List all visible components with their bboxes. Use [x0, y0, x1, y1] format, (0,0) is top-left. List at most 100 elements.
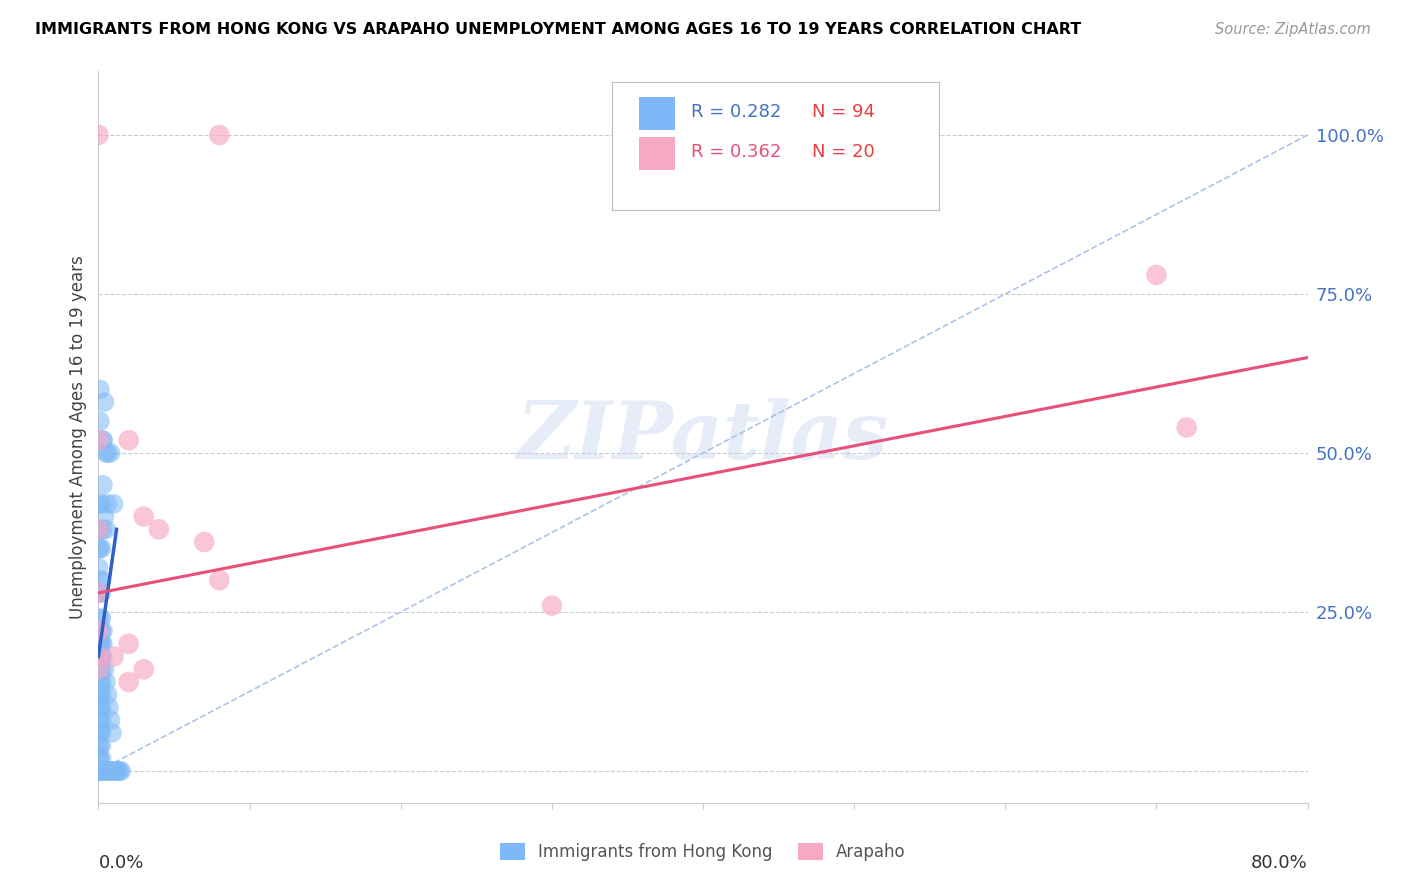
Text: ZIPatlas: ZIPatlas — [517, 399, 889, 475]
Point — [87, 764, 110, 778]
Point — [100, 446, 122, 460]
Text: 80.0%: 80.0% — [1251, 854, 1308, 872]
Point — [1175, 420, 1198, 434]
Point — [90, 764, 112, 778]
Point — [103, 649, 125, 664]
Point — [89, 611, 111, 625]
Point — [103, 764, 125, 778]
Point — [193, 535, 215, 549]
Point — [94, 446, 117, 460]
Text: IMMIGRANTS FROM HONG KONG VS ARAPAHO UNEMPLOYMENT AMONG AGES 16 TO 19 YEARS CORR: IMMIGRANTS FROM HONG KONG VS ARAPAHO UNE… — [35, 22, 1081, 37]
Point — [87, 637, 110, 651]
Point — [87, 764, 110, 778]
Point — [91, 624, 114, 638]
Point — [91, 649, 114, 664]
Point — [104, 764, 127, 778]
Point — [101, 764, 124, 778]
Y-axis label: Unemployment Among Ages 16 to 19 years: Unemployment Among Ages 16 to 19 years — [69, 255, 87, 619]
Point — [87, 434, 110, 448]
Point — [89, 541, 111, 556]
Point — [89, 700, 111, 714]
Point — [87, 586, 110, 600]
Point — [87, 764, 110, 778]
Point — [96, 446, 118, 460]
Point — [87, 541, 110, 556]
Point — [87, 662, 110, 676]
Point — [89, 624, 111, 638]
Bar — [638, 97, 675, 130]
Point — [87, 675, 110, 690]
Point — [90, 688, 112, 702]
Text: Source: ZipAtlas.com: Source: ZipAtlas.com — [1215, 22, 1371, 37]
Point — [90, 649, 112, 664]
Point — [96, 764, 118, 778]
Point — [87, 726, 110, 740]
Point — [90, 662, 112, 676]
Point — [90, 700, 112, 714]
Point — [90, 751, 112, 765]
Point — [208, 573, 231, 587]
Point — [89, 586, 111, 600]
Point — [118, 675, 141, 690]
Point — [100, 764, 122, 778]
Point — [118, 434, 141, 448]
Point — [89, 649, 111, 664]
Point — [94, 675, 117, 690]
Point — [100, 713, 122, 727]
Point — [87, 764, 110, 778]
Point — [87, 739, 110, 753]
Point — [208, 128, 231, 142]
Point — [91, 637, 114, 651]
Point — [91, 434, 114, 448]
Point — [94, 522, 117, 536]
Point — [89, 739, 111, 753]
Point — [87, 700, 110, 714]
Point — [90, 586, 112, 600]
Point — [90, 624, 112, 638]
Point — [98, 764, 121, 778]
Point — [89, 662, 111, 676]
Point — [89, 764, 111, 778]
Point — [87, 522, 110, 536]
Point — [87, 560, 110, 574]
Point — [89, 688, 111, 702]
Point — [105, 764, 128, 778]
Point — [132, 662, 155, 676]
Point — [90, 637, 112, 651]
Bar — [638, 137, 675, 170]
Point — [89, 726, 111, 740]
Point — [96, 688, 118, 702]
Point — [87, 649, 110, 664]
Point — [91, 434, 114, 448]
Point — [87, 764, 110, 778]
Point — [87, 764, 110, 778]
Point — [87, 497, 110, 511]
Point — [148, 522, 170, 536]
Point — [89, 637, 111, 651]
Point — [91, 477, 114, 491]
Point — [93, 395, 115, 409]
Point — [87, 713, 110, 727]
Text: N = 20: N = 20 — [811, 143, 875, 161]
Point — [90, 739, 112, 753]
Point — [107, 764, 129, 778]
Point — [87, 662, 110, 676]
Point — [89, 675, 111, 690]
Point — [87, 624, 110, 638]
Point — [101, 726, 124, 740]
Point — [540, 599, 562, 613]
Legend: Immigrants from Hong Kong, Arapaho: Immigrants from Hong Kong, Arapaho — [494, 836, 912, 868]
Point — [90, 541, 112, 556]
Point — [90, 675, 112, 690]
Point — [89, 713, 111, 727]
Point — [96, 497, 118, 511]
Point — [98, 700, 121, 714]
FancyBboxPatch shape — [613, 82, 939, 211]
Point — [90, 726, 112, 740]
Point — [89, 522, 111, 536]
Point — [89, 414, 111, 428]
Point — [87, 688, 110, 702]
Point — [87, 128, 110, 142]
Point — [87, 586, 110, 600]
Point — [93, 662, 115, 676]
